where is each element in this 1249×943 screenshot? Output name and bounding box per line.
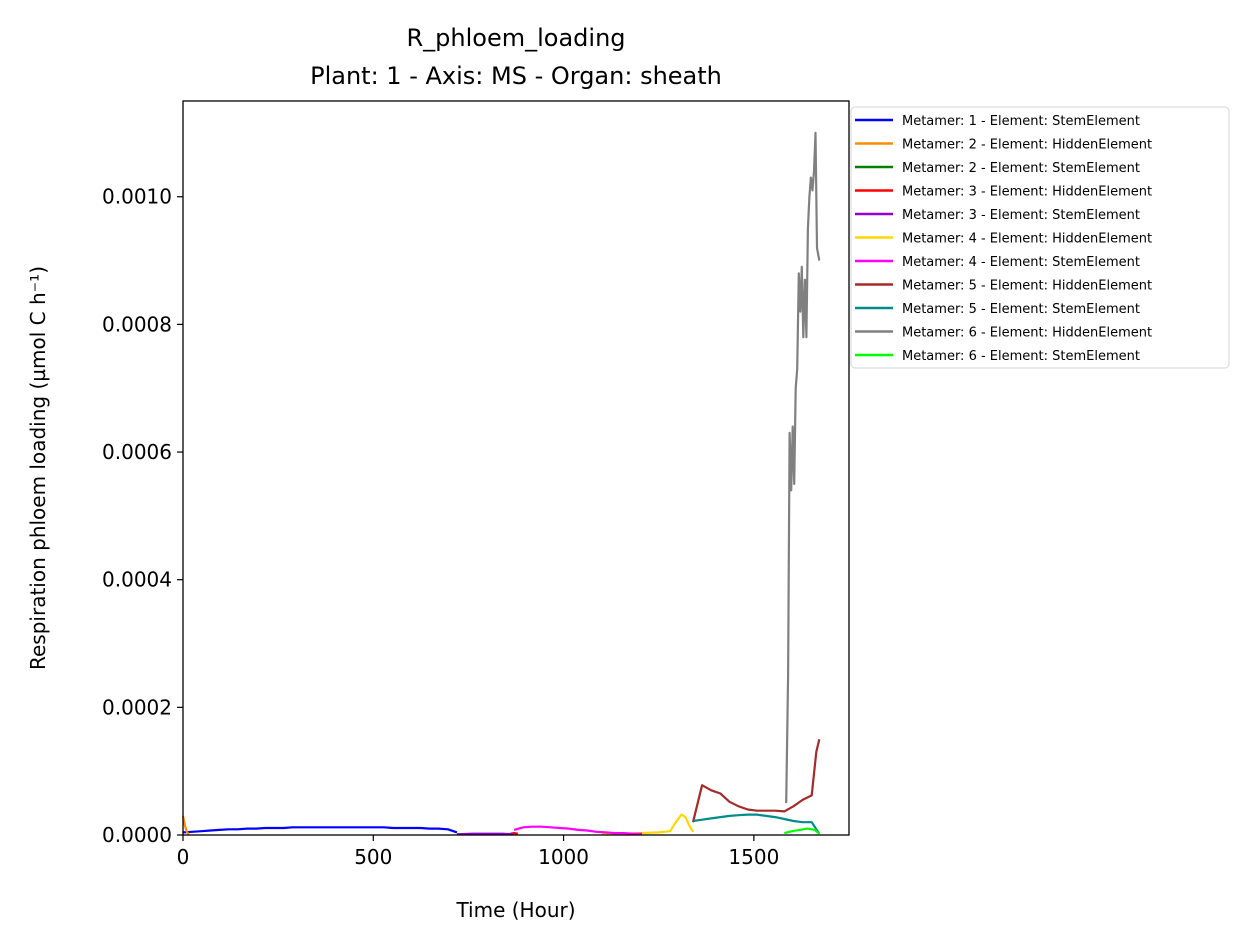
legend-label: Metamer: 3 - Element: StemElement [902, 208, 1140, 223]
y-axis: 0.0000 0.0002 0.0004 0.0006 0.0008 0.0010 [102, 185, 183, 847]
series-line-2 [181, 815, 190, 836]
x-tick-label: 0 [177, 845, 190, 869]
legend-label: Metamer: 2 - Element: HiddenElement [902, 138, 1152, 153]
legend-label: Metamer: 5 - Element: StemElement [902, 302, 1140, 317]
y-axis-label: Respiration phloem loading (µmol C h⁻¹) [26, 266, 50, 670]
legend-label: Metamer: 4 - Element: StemElement [902, 255, 1140, 270]
series-line-5 [456, 832, 515, 836]
axes-frame [182, 100, 850, 836]
y-tick-label: 0.0010 [102, 185, 172, 209]
plot-area [183, 101, 849, 835]
legend-label: Metamer: 3 - Element: HiddenElement [902, 185, 1152, 200]
legend-label: Metamer: 5 - Element: HiddenElement [902, 279, 1152, 294]
y-tick-label: 0.0006 [102, 440, 172, 464]
x-tick-label: 1000 [538, 845, 589, 869]
legend: Metamer: 1 - Element: StemElement Metamer… [850, 106, 1230, 369]
x-axis-label: Time (Hour) [455, 898, 575, 922]
legend-label: Metamer: 1 - Element: StemElement [902, 114, 1140, 129]
x-tick-label: 1500 [728, 845, 779, 869]
legend-label: Metamer: 4 - Element: HiddenElement [902, 232, 1152, 247]
chart-subtitle: Plant: 1 - Axis: MS - Organ: sheath [310, 62, 722, 90]
series-line-7 [513, 825, 642, 835]
series-line-1 [182, 826, 458, 834]
y-tick-label: 0.0008 [102, 312, 172, 336]
series-line-9 [692, 813, 821, 835]
legend-label: Metamer: 6 - Element: HiddenElement [902, 326, 1152, 341]
series-line-8 [691, 739, 821, 823]
series-line-11 [784, 827, 821, 835]
x-axis: 0 500 1000 1500 [177, 835, 779, 869]
legend-label: Metamer: 2 - Element: StemElement [902, 161, 1140, 176]
legend-label: Metamer: 6 - Element: StemElement [902, 349, 1140, 364]
y-tick-label: 0.0004 [102, 568, 172, 592]
legend-frame [850, 106, 1230, 369]
x-tick-label: 500 [354, 845, 392, 869]
series-line-10 [785, 131, 821, 804]
y-tick-label: 0.0000 [102, 823, 172, 847]
y-tick-label: 0.0002 [102, 695, 172, 719]
chart-title: R_phloem_loading [406, 24, 625, 52]
